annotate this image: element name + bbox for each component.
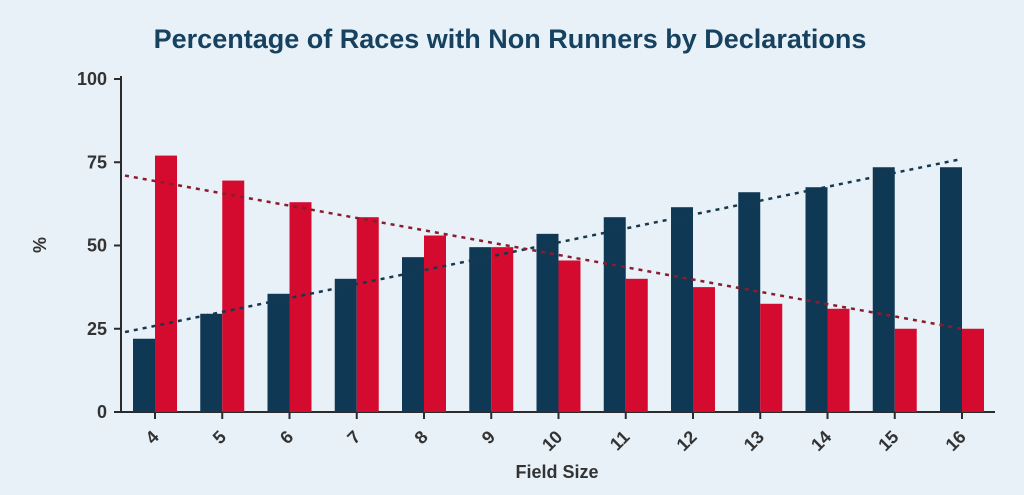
y-tick-label: 25 xyxy=(87,319,107,339)
y-tick-label: 100 xyxy=(77,69,107,89)
x-tick-label: 12 xyxy=(673,427,701,455)
bar-series2-11 xyxy=(625,278,648,412)
bar-series2-4 xyxy=(155,155,177,412)
x-axis-label: Field Size xyxy=(515,462,598,482)
x-tick-label: 8 xyxy=(411,427,432,448)
y-tick-label: 50 xyxy=(87,236,107,256)
bar-series2-6 xyxy=(289,202,312,412)
bar-series1-15 xyxy=(872,167,895,412)
trendline-2 xyxy=(124,174,963,330)
trendlines xyxy=(124,157,963,334)
x-tick-label: 10 xyxy=(538,427,566,455)
x-tick-label: 5 xyxy=(209,427,230,448)
y-tick-label: 75 xyxy=(87,152,107,172)
x-ticks: 4 5 6 7 8 9 10 11 12 13 14 15 16 xyxy=(142,412,970,455)
x-tick-label: 4 xyxy=(142,427,163,448)
bar-series1-10 xyxy=(536,233,559,412)
x-tick-label: 11 xyxy=(606,427,634,455)
y-ticks: 0 25 50 75 100 xyxy=(77,69,121,422)
bars xyxy=(133,155,984,412)
bar-series1-13 xyxy=(738,192,761,412)
chart-title: Percentage of Races with Non Runners by … xyxy=(154,24,867,54)
bar-series1-11 xyxy=(603,217,626,412)
y-axis-label: % xyxy=(30,237,50,253)
x-tick-label: 7 xyxy=(343,427,364,448)
bar-series2-13 xyxy=(760,303,783,412)
bar-series2-12 xyxy=(693,287,715,412)
y-tick-label: 0 xyxy=(97,402,107,422)
bar-series2-15 xyxy=(894,328,917,412)
bar-series2-7 xyxy=(356,217,379,412)
x-tick-label: 13 xyxy=(740,427,768,455)
bar-series1-7 xyxy=(334,278,357,412)
trendline-1 xyxy=(124,157,963,334)
bar-series2-5 xyxy=(222,180,245,412)
x-tick-label: 9 xyxy=(478,427,499,448)
bar-series1-6 xyxy=(267,293,290,412)
bar-series1-8 xyxy=(402,257,424,412)
bar-series1-16 xyxy=(940,167,962,412)
bar-series2-16 xyxy=(962,328,984,412)
bar-series1-9 xyxy=(469,247,492,412)
x-tick-label: 14 xyxy=(807,427,835,455)
bar-series2-10 xyxy=(558,260,581,412)
bar-series1-5 xyxy=(200,313,223,412)
bar-series1-4 xyxy=(133,338,155,412)
x-tick-label: 15 xyxy=(874,427,902,455)
bar-series1-12 xyxy=(671,207,693,412)
x-tick-label: 6 xyxy=(276,427,297,448)
bar-series2-8 xyxy=(424,235,446,412)
x-tick-label: 16 xyxy=(942,427,970,455)
bar-series2-9 xyxy=(491,247,514,412)
bar-series1-14 xyxy=(805,187,828,412)
bar-series2-14 xyxy=(827,308,850,412)
